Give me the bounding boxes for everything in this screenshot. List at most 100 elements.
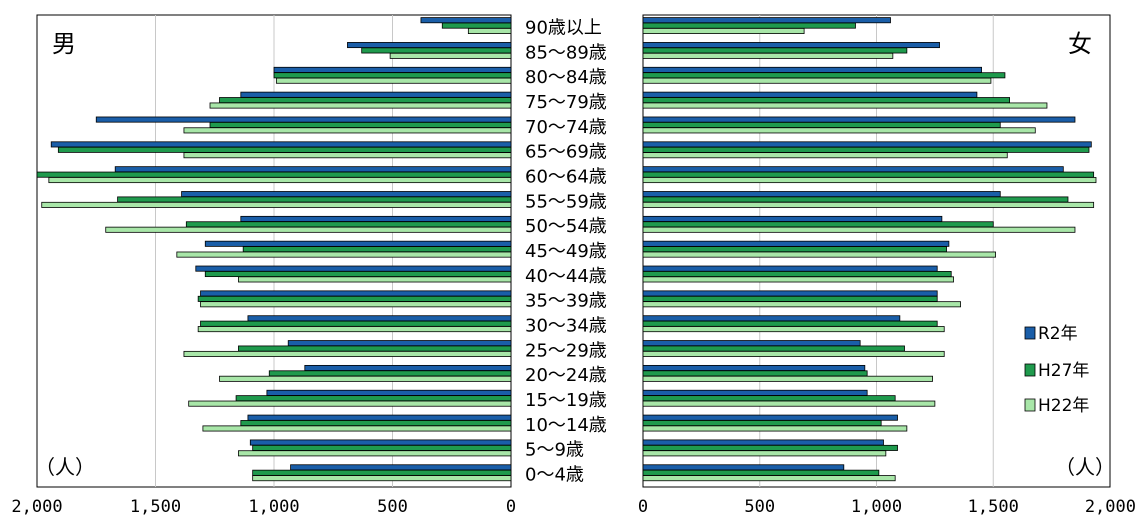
male-bar-H27年-7 (117, 196, 512, 203)
male-tick-label: 2,000 (11, 497, 62, 517)
female-bar-R2年-6 (642, 166, 1064, 173)
age-label: 35～39歳 (525, 291, 607, 312)
age-label: 10～14歳 (525, 415, 607, 436)
male-bar-H22年-9 (176, 251, 512, 258)
female-bar-H27年-16 (642, 420, 882, 427)
male-bar-H27年-18 (252, 469, 512, 476)
female-bar-H27年-7 (642, 196, 1069, 203)
age-label: 55～59歳 (525, 191, 607, 212)
male-bars (36, 17, 512, 482)
male-bar-H27年-4 (209, 121, 512, 128)
female-bar-H22年-0 (642, 27, 805, 34)
male-bar-H22年-1 (389, 52, 512, 59)
female-bar-H27年-18 (642, 469, 880, 476)
male-bar-H27年-15 (235, 395, 512, 402)
male-bar-H22年-16 (202, 425, 512, 432)
female-bar-H27年-17 (642, 444, 898, 451)
female-bar-H27年-0 (642, 22, 856, 29)
female-x-axis-ticks: 0 500 1,000 1,500 2,000 (638, 497, 1136, 517)
male-bar-H22年-7 (41, 201, 512, 208)
female-bar-R2年-11 (642, 290, 938, 297)
male-bar-H27年-11 (197, 295, 512, 302)
age-label: 50～54歳 (525, 216, 607, 237)
male-bar-R2年-17 (249, 439, 512, 446)
age-label: 40～44歳 (525, 266, 607, 287)
female-bar-H22年-13 (642, 350, 945, 357)
female-bar-H22年-15 (642, 400, 936, 407)
male-bar-H27年-16 (240, 420, 512, 427)
female-bar-H22年-11 (642, 301, 961, 308)
male-bar-H27年-8 (185, 221, 512, 228)
male-panel-label: 男 (52, 30, 76, 58)
female-bar-H27年-4 (642, 121, 1001, 128)
male-tick-label: 500 (377, 497, 408, 517)
age-label: 75～79歳 (525, 92, 607, 113)
male-bar-H22年-2 (275, 77, 512, 84)
female-bar-H27年-3 (642, 97, 1010, 104)
female-bar-H22年-9 (642, 251, 996, 258)
male-bar-H27年-2 (273, 72, 512, 79)
female-bar-H22年-8 (642, 226, 1076, 233)
female-bar-H22年-2 (642, 77, 992, 84)
female-bar-H27年-5 (642, 146, 1090, 153)
female-bar-H22年-1 (642, 52, 894, 59)
male-bar-H22年-5 (183, 152, 512, 159)
age-label: 60～64歳 (525, 166, 607, 187)
male-bar-H22年-4 (183, 127, 512, 134)
male-bar-R2年-0 (420, 17, 512, 24)
male-bar-H22年-14 (219, 375, 512, 382)
age-label: 90歳以上 (525, 17, 602, 38)
age-label: 15～19歳 (525, 390, 607, 411)
female-bar-H27年-1 (642, 47, 908, 54)
female-bar-H22年-12 (642, 326, 945, 333)
female-unit-label: （人） (1055, 455, 1115, 479)
male-bar-H22年-13 (183, 350, 512, 357)
female-bar-R2年-0 (642, 17, 891, 24)
female-bar-H27年-15 (642, 395, 896, 402)
female-bar-R2年-13 (642, 340, 861, 347)
female-bar-H22年-5 (642, 152, 1008, 159)
age-label: 80～84歳 (525, 67, 607, 88)
age-label: 5～9歳 (525, 440, 584, 461)
male-tick-label: 1,000 (248, 497, 299, 517)
female-bar-H27年-6 (642, 171, 1095, 178)
female-tick-label: 1,500 (968, 497, 1019, 517)
female-bars (642, 17, 1097, 482)
female-panel-label: 女 (1068, 30, 1092, 58)
female-bar-H27年-12 (642, 320, 938, 327)
male-bar-R2年-10 (195, 265, 512, 272)
female-bar-H27年-9 (642, 246, 947, 253)
male-bar-H22年-17 (238, 450, 512, 457)
female-tick-label: 0 (638, 497, 648, 517)
female-bar-R2年-15 (642, 389, 868, 396)
female-bar-R2年-1 (642, 42, 940, 49)
female-bar-H22年-16 (642, 425, 908, 432)
age-label: 45～49歳 (525, 241, 607, 262)
male-bar-H22年-10 (238, 276, 512, 283)
female-bar-R2年-14 (642, 364, 866, 371)
age-label: 25～29歳 (525, 340, 607, 361)
male-bar-H22年-15 (188, 400, 512, 407)
age-label: 65～69歳 (525, 142, 607, 163)
female-bar-H27年-11 (642, 295, 938, 302)
female-bar-H22年-3 (642, 102, 1048, 109)
female-bar-R2年-7 (642, 191, 1001, 198)
female-panel: 女 （人） 0 500 1,000 1,500 2,000 (638, 14, 1136, 517)
female-bar-R2年-17 (642, 439, 884, 446)
legend-swatch-h27 (1024, 363, 1036, 377)
male-tick-label: 0 (506, 497, 516, 517)
male-bar-R2年-12 (247, 315, 512, 322)
male-bar-R2年-9 (204, 240, 512, 247)
female-bar-H22年-17 (642, 450, 887, 457)
legend: R2年 H27年 H22年 (1024, 324, 1089, 416)
female-bar-H22年-6 (642, 177, 1097, 184)
male-bar-H27年-10 (204, 271, 512, 278)
male-bar-H22年-0 (467, 27, 512, 34)
male-bar-R2年-11 (200, 290, 512, 297)
male-bar-R2年-3 (240, 91, 512, 98)
male-bar-R2年-2 (273, 66, 512, 73)
female-bar-H22年-4 (642, 127, 1036, 134)
male-bar-H27年-17 (252, 444, 512, 451)
female-tick-label: 500 (744, 497, 775, 517)
